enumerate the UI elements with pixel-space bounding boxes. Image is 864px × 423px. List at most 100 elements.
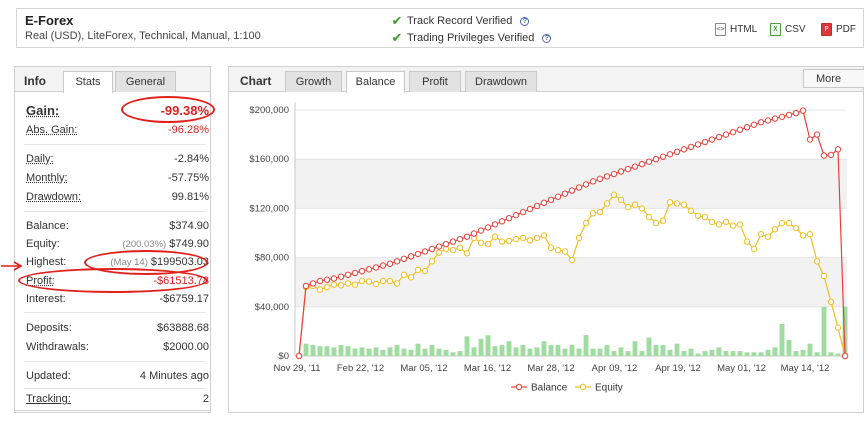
gain-label[interactable]: Gain: (26, 103, 60, 118)
monthly-label[interactable]: Monthly: (26, 172, 68, 184)
equity-point (491, 233, 499, 240)
help-icon[interactable]: ? (520, 16, 530, 26)
deposit-bar (429, 344, 435, 356)
deposit-bar (702, 351, 708, 356)
tab-profit[interactable]: Profit (409, 71, 461, 92)
abs-gain-value: -96.28% (168, 124, 209, 136)
plot-band (295, 257, 847, 307)
balance-point (470, 230, 478, 237)
deposit-bar (485, 335, 491, 356)
equity-point (568, 256, 576, 264)
equity-point (638, 205, 646, 212)
abs-gain-label[interactable]: Abs. Gain: (26, 124, 78, 136)
balance-point (491, 221, 499, 228)
deposit-bar (527, 348, 533, 356)
balance-point (365, 266, 373, 273)
drawdown-label[interactable]: Drawdown: (26, 191, 82, 203)
deposit-bar (541, 341, 547, 356)
deposit-bar (443, 349, 449, 356)
balance-point (526, 205, 534, 213)
balance-point (750, 121, 758, 128)
export-pdf-button[interactable]: P PDF (821, 23, 856, 36)
deposit-bar (814, 352, 820, 356)
withdrawals-label: Withdrawals: (26, 341, 89, 353)
tab-drawdown[interactable]: Drawdown (465, 71, 537, 92)
tab-growth[interactable]: Growth (285, 71, 342, 92)
deposit-bar (660, 344, 666, 356)
divider (24, 312, 206, 313)
deposits-row: Deposits: $63888.68 (26, 322, 209, 336)
balance-point (722, 131, 730, 138)
pdf-file-icon: P (821, 23, 832, 36)
deposit-bar (331, 347, 337, 356)
equity-point (421, 267, 429, 275)
equity-point (645, 213, 653, 221)
x-tick-label: May 01, '12 (717, 363, 766, 374)
balance-legend-label: Balance (531, 383, 568, 394)
equity-point (652, 219, 660, 227)
balance-point (456, 235, 464, 243)
balance-point (715, 133, 723, 141)
tab-balance[interactable]: Balance (346, 71, 405, 93)
equity-point (533, 234, 541, 242)
deposit-bar (310, 344, 316, 356)
export-label: CSV (785, 24, 806, 35)
daily-label[interactable]: Daily: (26, 153, 54, 165)
balance-point (449, 238, 457, 245)
balance-row: Balance: $374.90 (26, 220, 209, 234)
balance-point (652, 156, 660, 163)
chart-panel: Chart Growth Balance Profit Drawdown Mor… (228, 66, 864, 413)
equity-point (785, 219, 793, 227)
equity-point (771, 226, 779, 233)
x-tick-label: Apr 09, '12 (592, 363, 638, 374)
balance-point (512, 211, 520, 219)
balance-point (834, 146, 842, 153)
x-tick-label: Nov 29, '11 (273, 363, 320, 374)
balance-point (316, 277, 324, 285)
balance-point (561, 190, 569, 197)
balance-point (428, 245, 436, 253)
export-csv-button[interactable]: X CSV (770, 23, 806, 36)
deposit-bar (520, 344, 526, 356)
equity-point (582, 219, 590, 227)
interest-value: -$6759.17 (159, 293, 209, 305)
equity-point (365, 278, 373, 285)
balance-point (540, 199, 548, 207)
balance-point (330, 275, 338, 282)
balance-point (309, 280, 317, 287)
equity-point (386, 277, 394, 285)
equity-point (792, 224, 800, 232)
equity-point (827, 298, 835, 306)
x-tick-label: May 14, '12 (781, 363, 830, 374)
deposit-bar (786, 340, 792, 356)
equity-point (463, 250, 471, 257)
equity-point (414, 266, 422, 274)
equity-point (659, 217, 667, 224)
equity-point (603, 200, 611, 207)
tracking-label[interactable]: Tracking: (26, 393, 71, 405)
deposit-bar (772, 347, 778, 356)
help-icon[interactable]: ? (542, 33, 552, 43)
deposit-bar (408, 349, 414, 356)
tab-stats[interactable]: Stats (63, 71, 113, 93)
deposit-bar (625, 351, 631, 356)
balance-point (827, 151, 835, 159)
equity-point (512, 235, 520, 243)
equity-point (624, 203, 632, 211)
deposit-bar (828, 352, 834, 356)
more-dropdown[interactable]: More (803, 69, 864, 88)
account-name[interactable]: E-Forex (25, 13, 74, 28)
equity-point (575, 234, 583, 242)
drawdown-row: Drawdown: 99.81% (26, 191, 209, 205)
equity-point (505, 237, 513, 245)
balance-point (337, 273, 345, 280)
y-tick-label: $200,000 (249, 105, 289, 116)
balance-point (659, 153, 667, 160)
deposit-bar (492, 346, 498, 356)
deposit-bar (569, 344, 575, 356)
export-html-button[interactable]: <> HTML (715, 23, 757, 36)
equity-point (554, 247, 562, 254)
deposit-bar (590, 348, 596, 356)
divider (24, 144, 206, 145)
tab-general[interactable]: General (115, 71, 176, 92)
